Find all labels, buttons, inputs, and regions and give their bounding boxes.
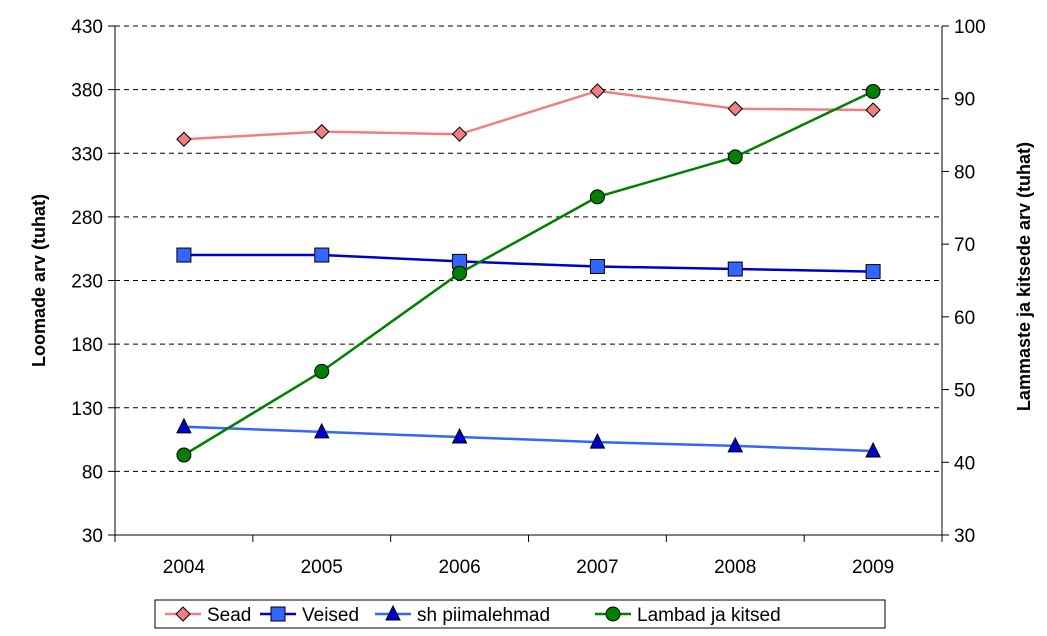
x-tick-label: 2004	[163, 557, 206, 578]
series-line-veised	[183, 253, 874, 273]
data-point-lambad-ja-kitsed	[727, 149, 743, 165]
data-point-sh-piimalehmad	[451, 427, 468, 444]
legend: Sead Veised sh piimalehmad Lambad ja kitsed	[154, 599, 886, 629]
data-point-sh-piimalehmad	[589, 432, 606, 449]
data-point-lambad-ja-kitsed	[176, 447, 192, 463]
data-point-lambad-ja-kitsed	[865, 83, 881, 99]
legend-marker-sead	[175, 606, 191, 622]
y-right-tick-label: 100	[954, 17, 986, 38]
series-line-lambad-ja-kitsed	[183, 90, 874, 457]
data-point-veised	[589, 259, 605, 275]
data-point-veised	[176, 247, 192, 263]
y-left-tick-label: 380	[71, 81, 103, 102]
data-point-sead	[451, 126, 468, 142]
y-right-tick-label: 40	[954, 453, 975, 474]
data-point-sh-piimalehmad	[313, 422, 330, 439]
y-left-tick-label: 30	[82, 526, 103, 547]
data-point-sh-piimalehmad	[727, 436, 744, 453]
data-point-lambad-ja-kitsed	[589, 189, 605, 205]
y-left-tick-label: 80	[82, 462, 103, 483]
data-point-lambad-ja-kitsed	[452, 265, 468, 281]
data-point-veised	[314, 247, 330, 263]
data-point-veised	[865, 264, 881, 280]
x-tick-label: 2006	[438, 557, 480, 578]
legend-label-lambad-ja-kitsed: Lambad ja kitsed	[637, 605, 781, 626]
y-left-axis-title: Loomade arv (tuhat)	[29, 194, 49, 367]
data-point-veised	[727, 261, 743, 277]
y-left-tick-label: 130	[71, 399, 103, 420]
data-point-sead	[176, 131, 192, 147]
y-right-tick-label: 80	[954, 162, 975, 183]
data-point-sead	[589, 83, 606, 99]
grid-lines	[115, 25, 942, 472]
series-line-sh-piimalehmad	[183, 425, 874, 453]
x-tick-label: 2008	[714, 557, 756, 578]
legend-label-sh-piimalehmad: sh piimalehmad	[417, 605, 550, 626]
series-layer	[176, 83, 881, 463]
legend-label-sead: Sead	[207, 605, 251, 626]
y-left-tick-label: 430	[71, 17, 103, 38]
legend-marker-lambad-ja-kitsed	[605, 606, 621, 622]
y-left-tick-label: 180	[71, 335, 103, 356]
y-right-tick-label: 70	[954, 235, 975, 256]
data-point-sead	[727, 101, 743, 117]
x-tick-label: 2009	[852, 557, 894, 578]
y-right-tick-label: 90	[954, 90, 975, 111]
data-point-lambad-ja-kitsed	[314, 363, 330, 379]
y-right-tick-label: 30	[954, 526, 975, 547]
x-tick-label: 2007	[576, 557, 618, 578]
x-tick-label: 2005	[301, 557, 343, 578]
y-right-tick-label: 60	[954, 308, 975, 329]
legend-marker-sh-piimalehmad	[385, 604, 401, 621]
y-right-axis-title: Lammaste ja kitsede arv (tuhat)	[1014, 142, 1034, 411]
data-point-sh-piimalehmad	[176, 417, 192, 434]
data-point-sead	[314, 123, 330, 140]
y-right-tick-label: 50	[954, 381, 975, 402]
legend-label-veised: Veised	[302, 605, 359, 626]
y-left-tick-label: 330	[71, 144, 103, 165]
data-point-sh-piimalehmad	[865, 441, 881, 458]
y-left-tick-label: 280	[71, 208, 103, 229]
data-point-sead	[865, 102, 881, 118]
legend-marker-veised	[270, 606, 286, 622]
y-left-tick-label: 230	[71, 272, 103, 293]
axes: 30 80 130 180 230 280 330 380 430 30 40 50 60 70 80 90 1…	[29, 17, 1034, 578]
series-line-sead	[183, 89, 874, 141]
